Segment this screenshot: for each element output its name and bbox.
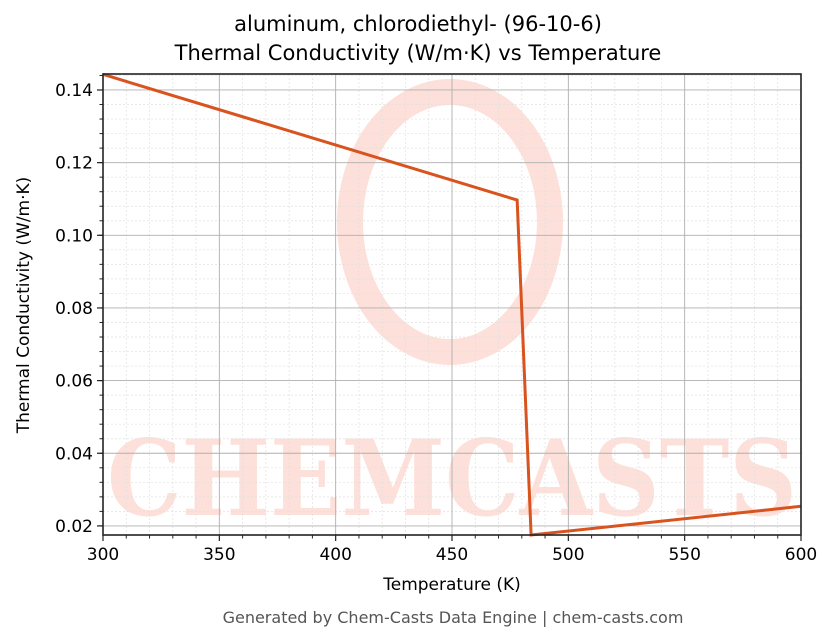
footer-credit: Generated by Chem-Casts Data Engine | ch…: [222, 608, 684, 627]
y-axis-label: Thermal Conductivity (W/m·K): [14, 176, 34, 434]
x-axis-label: Temperature (K): [383, 575, 521, 595]
chart-title-line1: aluminum, chlorodiethyl- (96-10-6): [234, 12, 602, 36]
svg-text:0.12: 0.12: [55, 154, 93, 174]
svg-text:0.02: 0.02: [55, 517, 93, 537]
svg-text:450: 450: [436, 545, 468, 565]
svg-text:350: 350: [203, 545, 235, 565]
svg-text:0.06: 0.06: [55, 372, 93, 392]
svg-text:0.14: 0.14: [55, 81, 93, 101]
thermal-conductivity-line: [102, 72, 802, 537]
axis-ticks: 300 350 400 450 500 550 600 0.02 0.04 0.06 0.08 0.1…: [55, 74, 817, 565]
grid-major: [102, 74, 802, 535]
chart-title-line2: Thermal Conductivity (W/m·K) vs Temperat…: [174, 41, 662, 65]
svg-text:500: 500: [552, 545, 584, 565]
svg-text:600: 600: [785, 545, 817, 565]
svg-text:0.10: 0.10: [55, 226, 93, 246]
svg-text:0.04: 0.04: [55, 444, 93, 464]
svg-text:550: 550: [668, 545, 700, 565]
svg-text:400: 400: [319, 545, 351, 565]
svg-text:300: 300: [87, 545, 119, 565]
svg-text:0.08: 0.08: [55, 299, 93, 319]
